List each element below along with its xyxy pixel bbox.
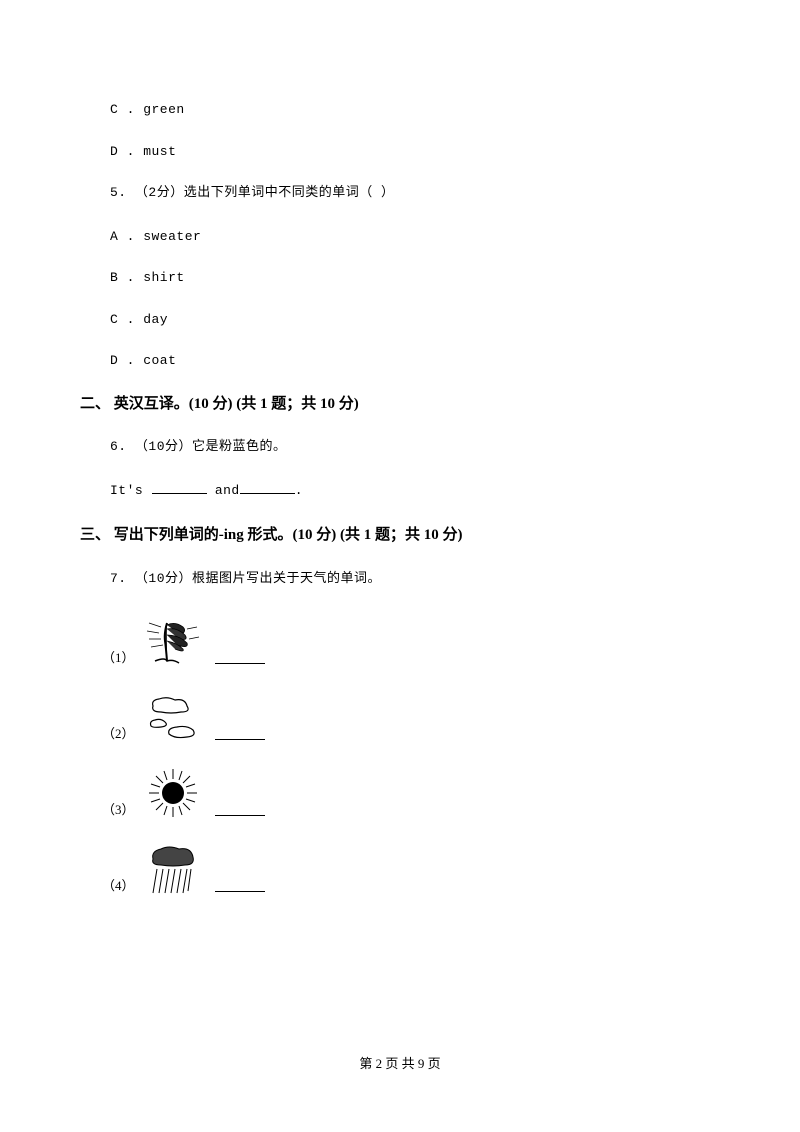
q5-option-a: A . sweater: [80, 227, 720, 247]
question-6: 6. （10分）它是粉蓝色的。: [80, 437, 720, 457]
q6-prefix: It's: [110, 483, 152, 498]
q6-mid: and: [207, 483, 240, 498]
q6-suffix: .: [295, 483, 303, 498]
sub2-label: （2）: [102, 723, 135, 746]
q7-sub-1: （1）: [80, 612, 720, 670]
sunny-icon: [143, 764, 203, 822]
q7-sub-3: （3）: [80, 764, 720, 822]
q5-option-d: D . coat: [80, 351, 720, 371]
cloudy-icon: [143, 688, 203, 746]
q5-option-c: C . day: [80, 310, 720, 330]
blank-1[interactable]: [152, 482, 207, 494]
sub2-blank[interactable]: [215, 739, 265, 740]
section-2-heading: 二、 英汉互译。(10 分) (共 1 题；共 10 分): [80, 393, 720, 416]
section-3-heading: 三、 写出下列单词的-ing 形式。(10 分) (共 1 题；共 10 分): [80, 524, 720, 547]
question-5: 5. （2分）选出下列单词中不同类的单词（ ）: [80, 183, 720, 203]
question-6-answer: It's and.: [80, 481, 720, 501]
q5-option-b: B . shirt: [80, 268, 720, 288]
sub1-label: （1）: [102, 647, 135, 670]
sub4-label: （4）: [102, 875, 135, 898]
rainy-icon: [143, 840, 203, 898]
sub1-blank[interactable]: [215, 663, 265, 664]
sub3-blank[interactable]: [215, 815, 265, 816]
q7-sub-4: （4）: [80, 840, 720, 898]
q7-sub-2: （2）: [80, 688, 720, 746]
option-d: D . must: [80, 142, 720, 162]
blank-2[interactable]: [240, 482, 295, 494]
page-footer: 第 2 页 共 9 页: [0, 1053, 800, 1072]
windy-icon: [143, 612, 203, 670]
page-content: C . green D . must 5. （2分）选出下列单词中不同类的单词（…: [0, 0, 800, 956]
sub4-blank[interactable]: [215, 891, 265, 892]
question-7: 7. （10分）根据图片写出关于天气的单词。: [80, 569, 720, 589]
option-c: C . green: [80, 100, 720, 120]
sub3-label: （3）: [102, 799, 135, 822]
